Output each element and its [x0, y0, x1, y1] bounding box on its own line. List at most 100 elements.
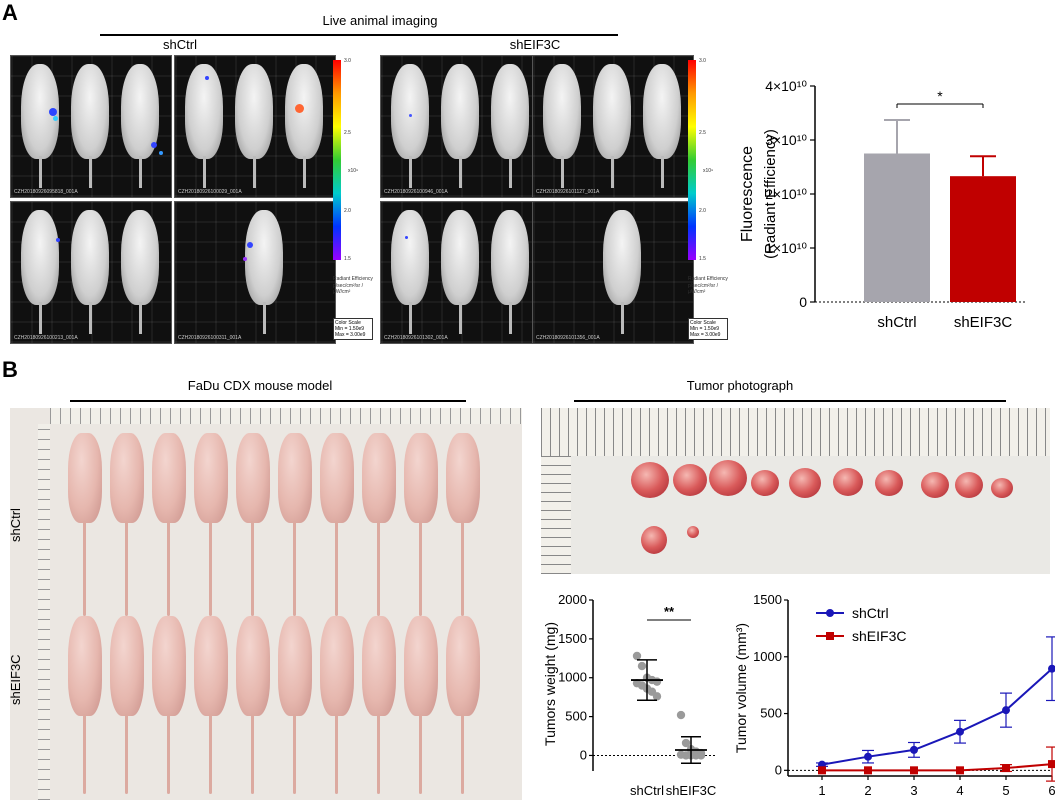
colorbar-min-label: 1.5 [344, 256, 351, 262]
tumor [991, 478, 1013, 498]
ivis-mouse-tail [139, 156, 142, 188]
cdx-mouse-tail [83, 521, 86, 616]
colorbar-unit: p/sec/cm²/sr / µW/cm² [333, 283, 364, 295]
ivis-mouse [593, 64, 631, 159]
cdx-mouse [236, 433, 270, 523]
cdx-mouse-tail [167, 714, 170, 794]
x-tick-label: shEIF3C [954, 314, 1013, 331]
legend-marker [826, 632, 834, 640]
ivis-tile: CZH20180926101127_001A [532, 55, 694, 198]
ivis-image-id: CZH20180926100213_001A [14, 335, 78, 341]
cdx-mouse-tail [419, 521, 422, 616]
data-marker [1002, 764, 1010, 773]
ivis-image-id: CZH20180926100029_001A [178, 189, 242, 195]
cdx-mouse-tail [125, 714, 128, 794]
group-label-shctrl: shCtrl [163, 37, 197, 52]
colorbar2-unit: p/sec/cm²/sr / µW/cm² [688, 283, 719, 295]
y-tick-label: 2000 [558, 592, 587, 607]
y-tick-label: 1500 [753, 592, 782, 607]
ivis-mouse-tail [203, 156, 206, 188]
cdx-mouse [320, 616, 354, 716]
group-label-sheif3c: shEIF3C [509, 37, 561, 52]
data-marker [864, 752, 872, 761]
ivis-tile: CZH20180926101356_001A [532, 201, 694, 344]
ivis-mouse-tail [459, 302, 462, 334]
bar-shctrl [864, 153, 930, 302]
cdx-mouse [446, 433, 480, 523]
colorbar2-min-label: 1.5 [699, 256, 706, 262]
tumor-weight-chart: 0 500 1000 1500 2000 shCtrl shEIF3C ** Tumors we… [542, 592, 716, 798]
data-marker [956, 766, 964, 775]
ruler-left [38, 424, 50, 800]
panel-b-title-left: FaDu CDX mouse model [187, 378, 333, 393]
data-point [652, 692, 662, 701]
ivis-mouse-tail [509, 156, 512, 188]
x-tick-label: 2 [864, 783, 871, 798]
x-tick-label: 4 [956, 783, 963, 798]
scale-box2-title: Color Scale [690, 320, 716, 326]
data-marker [1048, 760, 1055, 769]
colorbar2-mid-label: 2.0 [699, 208, 706, 214]
ivis-tile: CZH20180926100946_001A [380, 55, 542, 198]
tumor [631, 462, 669, 498]
data-point [696, 751, 706, 760]
cdx-mouse-tail [251, 714, 254, 794]
fluorescence-bar-chart: 0 1×10¹⁰ 2×10¹⁰ 3×10¹⁰ 4×10¹⁰ shCtrl shEIF3C * F… [739, 78, 1025, 331]
ivis-mouse-tail [611, 156, 614, 188]
ivis-image-id: CZH20180926100946_001A [384, 189, 448, 195]
cdx-mouse [194, 616, 228, 716]
legend-label: shEIF3C [852, 628, 906, 644]
tumor [751, 470, 779, 496]
color-scale-box-sheif3c: Color Scale Min = 1.50e9 Max = 3.00e9 [688, 318, 728, 340]
ivis-signal [405, 236, 408, 239]
tumor [709, 460, 747, 496]
ivis-image-id: CZH20180926101127_001A [536, 189, 600, 195]
ivis-signal [151, 142, 157, 148]
cdx-mouse-tail [251, 521, 254, 616]
ivis-signal [409, 114, 412, 117]
colorbar-title: Radiant Efficiency [333, 276, 373, 282]
significance-marker: * [937, 88, 943, 104]
tumor-ruler-left [541, 456, 571, 574]
ivis-mouse [71, 210, 109, 305]
cdx-mouse-tail [335, 714, 338, 794]
data-marker [864, 766, 872, 775]
ivis-mouse-tail [409, 156, 412, 188]
cdx-mouse [236, 616, 270, 716]
ivis-mouse-tail [39, 302, 42, 334]
ivis-mouse [491, 210, 529, 305]
colorbar-max-label: 3.0 [344, 58, 351, 64]
colorbar2-exp-label: x10⁹ [703, 168, 714, 174]
ivis-signal [49, 108, 57, 116]
ivis-signal [205, 76, 209, 80]
scale-box-title: Color Scale [335, 320, 361, 326]
y-tick-label: 500 [565, 709, 587, 724]
data-marker [1048, 664, 1055, 673]
panel-a-title: Live animal imaging [322, 13, 438, 28]
ivis-image-id: CZH20180926101302_001A [384, 335, 448, 341]
cdx-mouse [278, 433, 312, 523]
ivis-image-id: CZH20180926100311_001A [178, 335, 242, 341]
ivis-signal [243, 257, 247, 261]
ivis-mouse-tail [253, 156, 256, 188]
cdx-mouse-tail [83, 714, 86, 794]
ivis-mouse-tail [459, 156, 462, 188]
cdx-mouse [68, 433, 102, 523]
tumor [687, 526, 699, 538]
cdx-mouse [110, 433, 144, 523]
ivis-mouse-tail [509, 302, 512, 334]
cdx-mouse-tail [209, 714, 212, 794]
ivis-mouse [185, 64, 223, 159]
cdx-mouse-tail [125, 521, 128, 616]
x-tick-label: 6 [1048, 783, 1055, 798]
data-marker [910, 745, 918, 754]
ivis-tile: CZH20180926101302_001A [380, 201, 542, 344]
ivis-mouse [71, 64, 109, 159]
colorbar2-title: Radiant Efficiency [688, 276, 728, 282]
colorbar-shctrl [333, 60, 341, 260]
data-marker [956, 727, 964, 736]
cdx-mouse-tail [419, 714, 422, 794]
ivis-signal [295, 104, 304, 113]
legend-marker [826, 609, 834, 617]
y-tick-label: 4×10¹⁰ [765, 78, 807, 94]
